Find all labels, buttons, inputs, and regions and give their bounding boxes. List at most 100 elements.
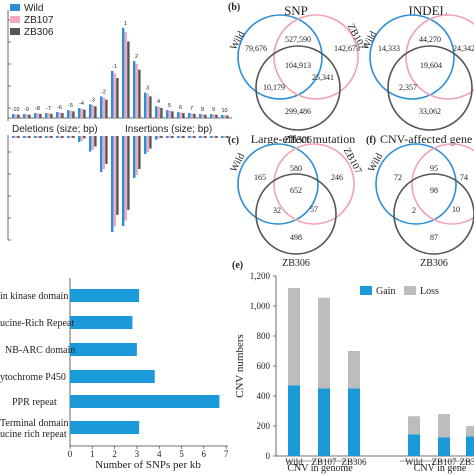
indel-bar-down bbox=[61, 136, 64, 138]
indel-bar-down bbox=[113, 136, 116, 227]
indel-bar-up bbox=[36, 113, 39, 118]
indel-bar-up bbox=[47, 113, 50, 118]
legend-zb306-label: ZB306 bbox=[24, 27, 54, 38]
legend-gain-swatch bbox=[360, 286, 372, 295]
venn-cnv-wild-zb107: 95 bbox=[430, 164, 438, 173]
venn-large-all: 652 bbox=[290, 186, 302, 195]
indel-bar-up bbox=[149, 96, 152, 118]
indel-size-label: -2 bbox=[101, 89, 106, 95]
indel-bar-down bbox=[138, 136, 141, 169]
indel-bar-up bbox=[111, 70, 114, 118]
cnv-bar-category-label: ZB107 bbox=[431, 457, 457, 467]
panel-d-x-tick-label: 1 bbox=[90, 449, 95, 459]
cnv-bar-category-label: ZB107 bbox=[311, 457, 337, 467]
indel-bar-up bbox=[89, 104, 92, 118]
indel-bar-up bbox=[138, 69, 141, 118]
indel-size-label: 10 bbox=[221, 108, 227, 114]
indel-size-label: -4 bbox=[79, 101, 84, 107]
venn-indel-wild-only: 14,333 bbox=[378, 44, 400, 53]
cnv-loss-bar bbox=[288, 288, 300, 386]
cnv-bar-category-label: ZB306 bbox=[459, 457, 474, 467]
panel-a-size-labels: -10 -9 -8 -7 -6 -5 -4 -3 -2 -1 1 2 3 4 5 6 7 8 9 10 bbox=[12, 21, 228, 114]
indel-bar-down bbox=[36, 136, 39, 138]
cnv-loss-bar bbox=[466, 426, 474, 437]
panel-f-label: (f) bbox=[366, 135, 376, 146]
venn-cnv-wild-circle bbox=[375, 143, 457, 225]
panel-a-bars bbox=[12, 27, 229, 232]
venn-large-zb306-circle bbox=[255, 173, 337, 255]
indel-bar-up bbox=[226, 115, 229, 118]
indel-bar-down bbox=[221, 136, 224, 138]
indel-bar-down bbox=[28, 136, 31, 138]
panel-e-group-genome: CNV in genome bbox=[287, 463, 353, 474]
venn-large-zb107-circle bbox=[273, 143, 355, 225]
indel-bar-up bbox=[144, 92, 147, 118]
panel-e-y-tick-label: 1,200 bbox=[250, 271, 271, 281]
indel-bar-up bbox=[179, 112, 182, 118]
indel-bar-down bbox=[25, 136, 28, 138]
cnv-gain-bar bbox=[318, 388, 330, 456]
snp-density-bar bbox=[70, 370, 155, 383]
panel-e-y-tick-label: 0 bbox=[266, 451, 271, 461]
panel-b-label: (b) bbox=[228, 2, 240, 13]
panel-d-ylabel-0: in kinase domain bbox=[0, 291, 68, 302]
indel-bar-down bbox=[80, 136, 83, 141]
indel-bar-up bbox=[113, 73, 116, 118]
indel-bar-down bbox=[56, 136, 59, 138]
legend-loss-swatch bbox=[404, 286, 416, 295]
indel-bar-up bbox=[168, 110, 171, 118]
indel-bar-down bbox=[199, 136, 202, 138]
indel-bar-down bbox=[47, 136, 50, 138]
venn-indel-wild-circle bbox=[369, 14, 455, 100]
indel-bar-down bbox=[124, 136, 127, 221]
indel-bar-up bbox=[210, 114, 213, 118]
indel-bar-up bbox=[61, 113, 64, 118]
panel-e-y-tick-label: 800 bbox=[257, 331, 271, 341]
indel-bar-down bbox=[67, 136, 70, 138]
indel-bar-down bbox=[45, 136, 48, 138]
venn-cnv-gene-title: CNV-affected gene bbox=[380, 132, 472, 146]
indel-bar-down bbox=[23, 136, 26, 138]
indel-bar-up bbox=[14, 114, 17, 118]
venn-indel-zb306-only: 33,062 bbox=[419, 107, 441, 116]
indel-bar-up bbox=[201, 114, 204, 118]
indel-bar-down bbox=[223, 136, 226, 138]
indel-size-label: -1 bbox=[112, 64, 117, 70]
panel-d: 0 1 2 3 4 5 6 7 in kinase domain ucine-Rich Rep… bbox=[0, 278, 229, 471]
indel-bar-up bbox=[133, 61, 136, 118]
indel-bar-down bbox=[212, 136, 215, 138]
indel-bar-up bbox=[166, 110, 169, 118]
panel-d-ylabel-1: ucine-Rich Repeat bbox=[0, 318, 74, 329]
venn-cnv-zb306-circle bbox=[393, 173, 474, 255]
indel-bar-up bbox=[155, 106, 158, 118]
indel-bar-down bbox=[144, 136, 147, 154]
panel-d-x-tick-label: 6 bbox=[202, 449, 207, 459]
cnv-gain-bar bbox=[466, 436, 474, 456]
venn-snp-zb107-circle bbox=[273, 14, 359, 100]
venn-large-zb107-zb306: 57 bbox=[310, 205, 318, 214]
venn-cnv-zb107-circle bbox=[411, 143, 474, 225]
legend-zb107-label: ZB107 bbox=[24, 15, 54, 26]
panel-e-legend: Gain Loss bbox=[360, 286, 439, 297]
cnv-bar-category-label: Wild bbox=[285, 457, 303, 467]
indel-bar-down bbox=[215, 136, 218, 138]
indel-size-label: 6 bbox=[179, 105, 182, 111]
indel-size-label: -6 bbox=[57, 105, 62, 111]
legend-zb306-swatch bbox=[10, 28, 20, 35]
indel-bar-down bbox=[160, 136, 163, 138]
panel-e-y-tick-label: 200 bbox=[257, 421, 271, 431]
venn-snp-wild-zb107: 527,590 bbox=[285, 35, 311, 44]
venn-indel-all: 19,604 bbox=[420, 61, 442, 70]
indel-bar-down bbox=[204, 136, 207, 138]
cnv-loss-bar bbox=[348, 351, 360, 389]
venn-snp-zb306-only: 299,486 bbox=[285, 107, 311, 116]
venn-snp-all: 104,913 bbox=[285, 61, 311, 70]
indel-bar-up bbox=[223, 115, 226, 118]
indel-bar-up bbox=[45, 113, 48, 118]
legend-wild-label: Wild bbox=[24, 3, 43, 14]
panel-c: (c) Large-effect mutation Wild ZB107 ZB3… bbox=[228, 132, 364, 269]
indel-bar-down bbox=[201, 136, 204, 138]
indel-bar-up bbox=[23, 114, 26, 118]
venn-large-wild-circle bbox=[237, 143, 319, 225]
